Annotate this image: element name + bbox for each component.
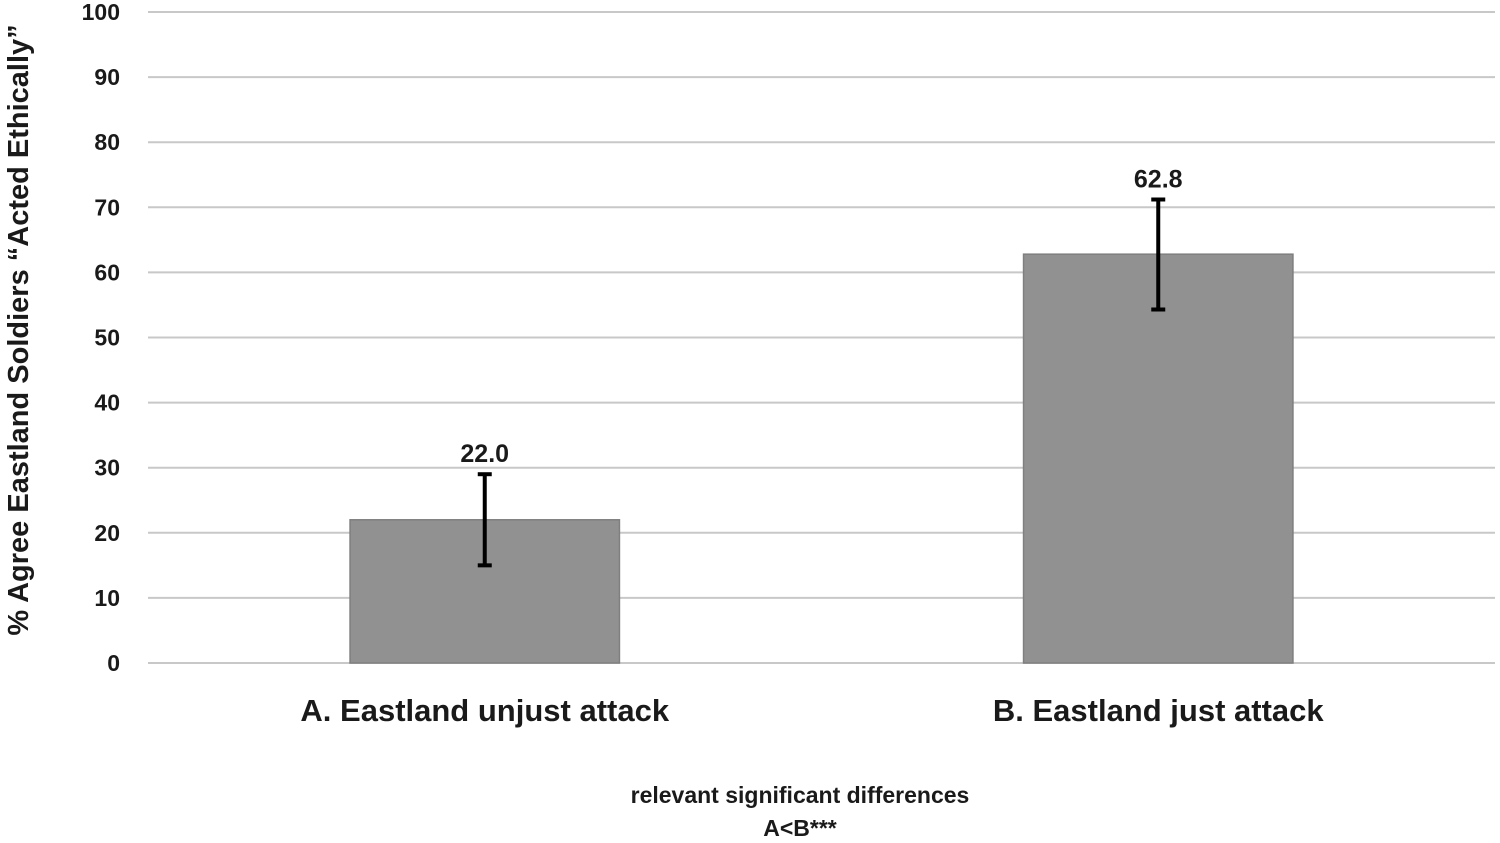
y-tick-label: 30 xyxy=(94,455,120,481)
y-tick-label: 80 xyxy=(94,129,120,155)
y-tick-label: 70 xyxy=(94,194,120,220)
significance-note-result: A<B*** xyxy=(763,815,837,841)
bars xyxy=(349,253,1294,664)
data-labels: 22.0 62.8 xyxy=(460,165,1182,468)
data-label: 62.8 xyxy=(1134,165,1183,193)
y-tick-label: 40 xyxy=(94,390,120,416)
category-label: B. Eastland just attack xyxy=(993,693,1325,728)
y-tick-label: 0 xyxy=(107,650,120,676)
error-bars xyxy=(477,197,1166,568)
x-axis-categories: A. Eastland unjust attack B. Eastland jus… xyxy=(300,693,1324,728)
y-tick-label: 90 xyxy=(94,64,120,90)
y-tick-label: 50 xyxy=(94,325,120,351)
y-axis-ticks: 0 10 20 30 40 50 60 70 80 90 100 xyxy=(82,0,120,676)
y-tick-label: 100 xyxy=(82,0,120,25)
y-tick-label: 60 xyxy=(94,259,120,285)
y-axis-label: % Agree Eastland Soldiers “Acted Ethical… xyxy=(3,24,35,635)
significance-note-title: relevant significant differences xyxy=(631,782,970,808)
category-label: A. Eastland unjust attack xyxy=(300,693,669,728)
bar-b xyxy=(1022,253,1294,664)
y-tick-label: 10 xyxy=(94,585,120,611)
data-label: 22.0 xyxy=(460,440,509,468)
y-tick-label: 20 xyxy=(94,520,120,546)
